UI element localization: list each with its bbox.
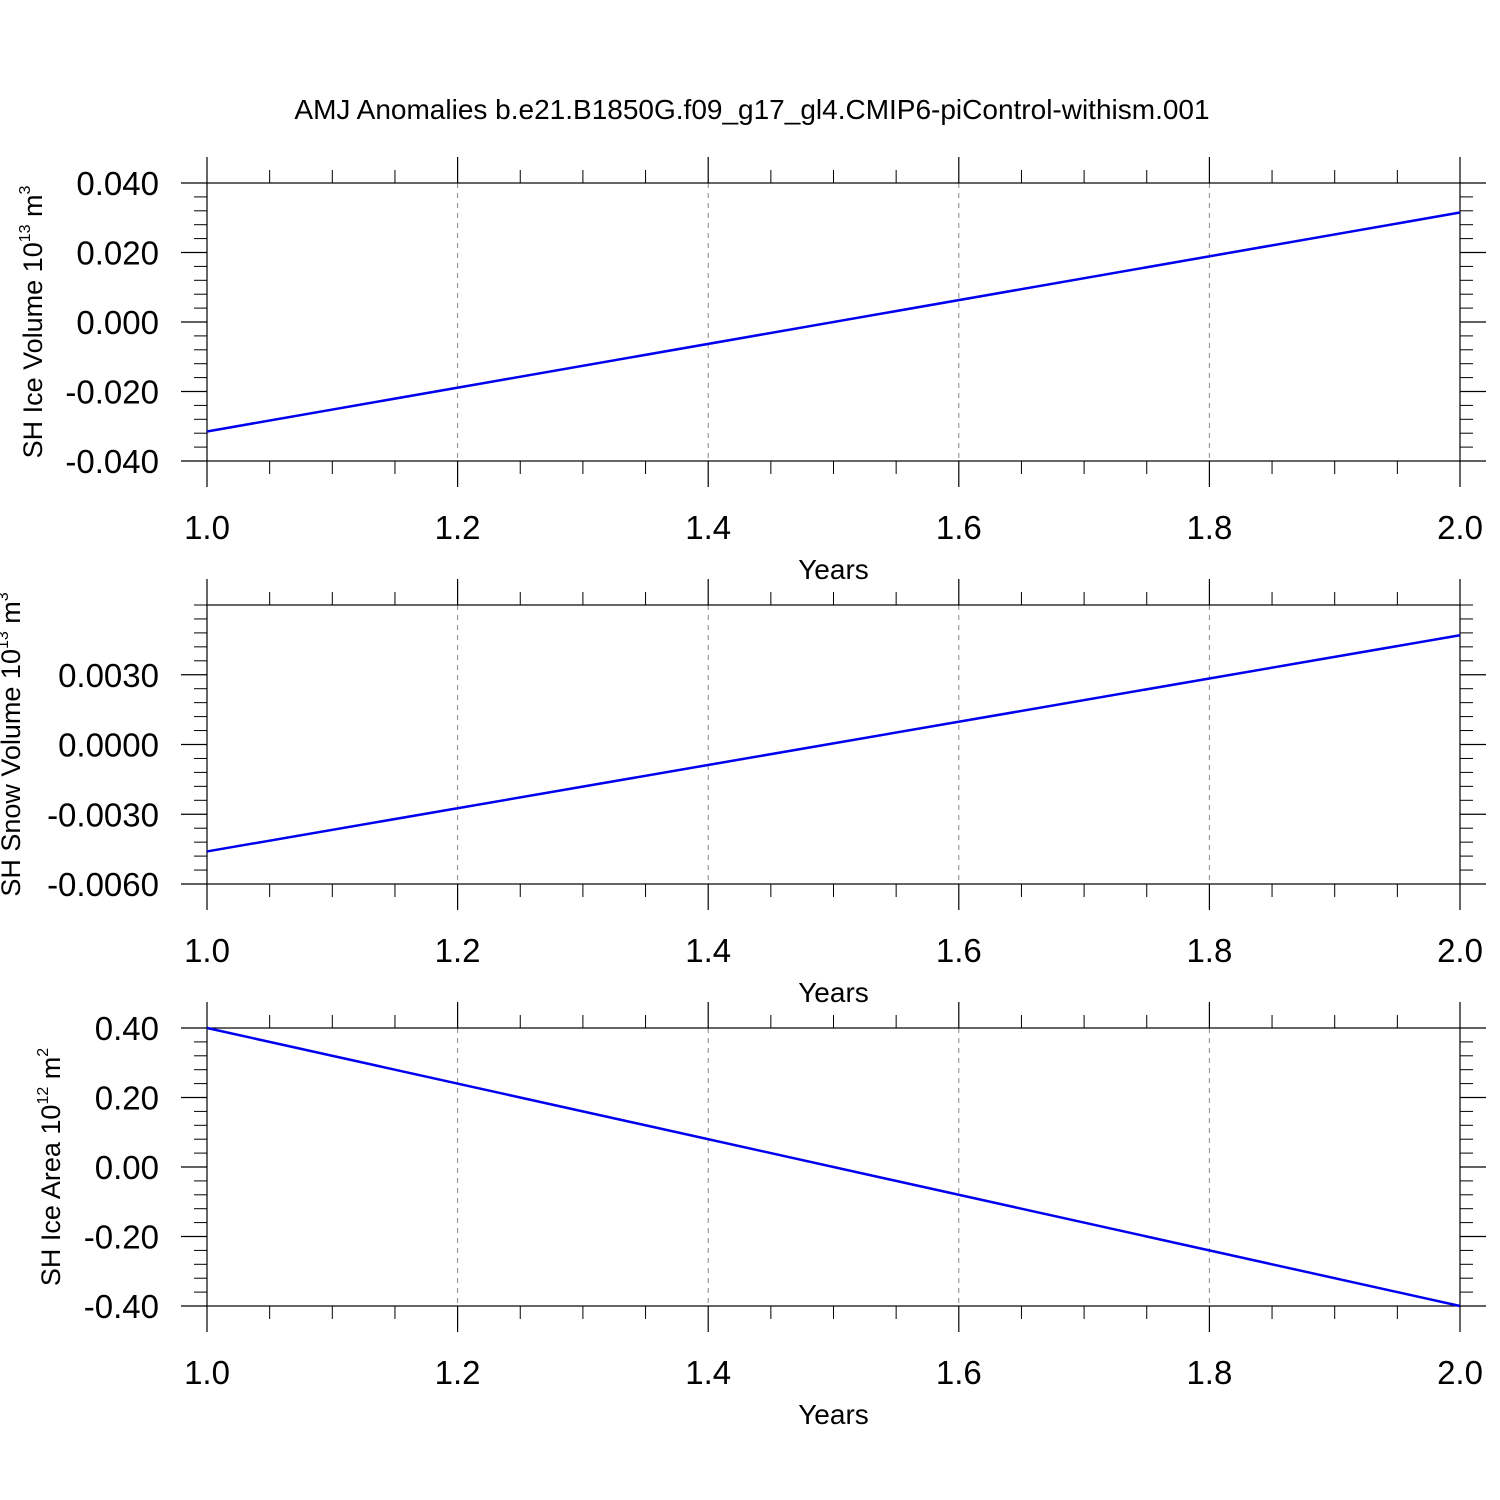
y-tick-label: 0.00 [95, 1149, 159, 1186]
y-tick-label: 0.000 [76, 304, 159, 341]
x-axis-label: Years [798, 1399, 869, 1430]
x-tick-label: 1.0 [184, 1354, 230, 1391]
x-tick-label: 2.0 [1437, 509, 1483, 546]
y-tick-label: -0.20 [84, 1219, 159, 1256]
y-axis-label-text: SH Snow Volume 10 [0, 649, 26, 897]
y-tick-label: -0.020 [65, 374, 159, 411]
y-axis-label-text: SH Ice Area 10 [36, 1105, 66, 1287]
y-axis-label-superscript: 12 [35, 1087, 52, 1105]
y-axis-label-unit: m [0, 601, 26, 631]
y-axis-label: SH Snow Volume 1013 m3 [0, 592, 26, 896]
x-tick-label: 1.4 [685, 1354, 731, 1391]
y-tick-label: -0.0030 [47, 796, 159, 833]
y-tick-label: -0.040 [65, 443, 159, 480]
y-tick-label: -0.0060 [47, 866, 159, 903]
figure-title: AMJ Anomalies b.e21.B1850G.f09_g17_gl4.C… [294, 94, 1209, 125]
panel-ice-volume: 1.0 1.2 1.4 1.6 1.8 2.0 -0.040 -0.020 0.000 0.020… [17, 157, 1486, 585]
x-axis-label: Years [798, 977, 869, 1008]
series-line-snow-volume [206, 633, 1461, 853]
x-tick-label: 1.2 [435, 1354, 481, 1391]
x-tick-label: 1.2 [435, 932, 481, 969]
y-axis-label-superscript: 3 [0, 592, 12, 601]
y-axis-label: SH Ice Area 1012 m2 [35, 1048, 66, 1286]
y-axis-label-superscript: 13 [0, 631, 12, 649]
x-tick-label: 2.0 [1437, 1354, 1483, 1391]
x-tick-label: 1.4 [685, 509, 731, 546]
y-tick-label: 0.020 [76, 235, 159, 272]
y-tick-label: 0.20 [95, 1080, 159, 1117]
x-tick-label: 2.0 [1437, 932, 1483, 969]
series-line-ice-volume [206, 211, 1461, 433]
y-axis-label-superscript: 2 [35, 1048, 52, 1057]
y-tick-label: 0.040 [76, 165, 159, 202]
x-axis-label: Years [798, 554, 869, 585]
y-tick-label: -0.40 [84, 1288, 159, 1325]
x-tick-label: 1.2 [435, 509, 481, 546]
panel-ice-area: 1.0 1.2 1.4 1.6 1.8 2.0 -0.40 -0.20 0.00 0.20 0.40… [35, 1002, 1486, 1430]
y-tick-label: 0.40 [95, 1010, 159, 1047]
x-tick-label: 1.8 [1186, 509, 1232, 546]
x-tick-label: 1.0 [184, 932, 230, 969]
y-tick-label: 0.0030 [58, 657, 159, 694]
y-axis-label: SH Ice Volume 1013 m3 [17, 185, 48, 458]
series-line-ice-area [206, 1026, 1461, 1308]
y-axis-label-unit: m [36, 1057, 66, 1087]
y-axis-label-superscript: 13 [17, 224, 34, 242]
x-tick-label: 1.0 [184, 509, 230, 546]
x-tick-label: 1.4 [685, 932, 731, 969]
x-tick-label: 1.6 [936, 509, 982, 546]
y-axis-label-unit: m [18, 194, 48, 224]
y-axis-label-text: SH Ice Volume 10 [18, 242, 48, 458]
x-tick-label: 1.8 [1186, 932, 1232, 969]
x-tick-label: 1.8 [1186, 1354, 1232, 1391]
y-axis-label-superscript: 3 [17, 185, 34, 194]
x-tick-label: 1.6 [936, 932, 982, 969]
panel-snow-volume: 1.0 1.2 1.4 1.6 1.8 2.0 -0.0060 -0.0030 0.0000 0.… [0, 579, 1486, 1008]
y-tick-label: 0.0000 [58, 727, 159, 764]
x-tick-label: 1.6 [936, 1354, 982, 1391]
